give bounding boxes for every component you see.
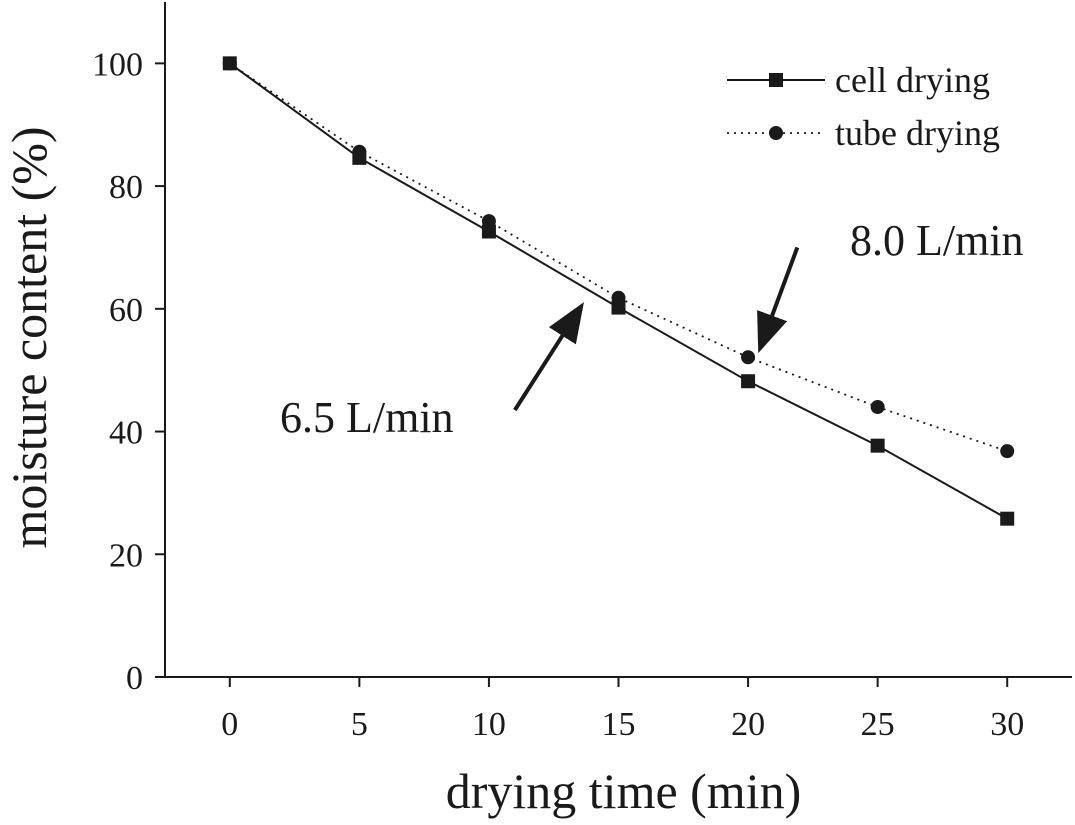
data-point-cell-drying <box>1000 511 1015 526</box>
y-axis-title: moisture content (%) <box>1 126 57 548</box>
y-tick-label: 100 <box>92 46 143 83</box>
legend-marker <box>769 126 783 140</box>
data-point-tube-drying <box>741 350 756 365</box>
x-tick-label: 15 <box>602 706 636 743</box>
data-point-cell-drying <box>870 438 885 453</box>
legend: cell drying tube drying <box>727 60 1000 153</box>
y-tick-label: 20 <box>109 537 143 574</box>
data-point-tube-drying <box>870 400 885 414</box>
plot-area <box>222 56 1015 526</box>
x-tick-label: 20 <box>731 706 765 743</box>
x-tick-label: 0 <box>221 706 238 743</box>
y-tick-label: 80 <box>109 169 143 206</box>
x-axis-title: drying time (min) <box>446 763 802 819</box>
data-point-cell-drying <box>741 374 756 389</box>
legend-entry-tube-drying: tube drying <box>727 113 1000 153</box>
annotation-label-6-5: 6.5 L/min <box>280 393 454 442</box>
data-point-tube-drying <box>1000 444 1015 459</box>
y-tick-label: 60 <box>109 292 143 329</box>
legend-entry-cell-drying: cell drying <box>727 60 990 100</box>
annotation-label-8-0: 8.0 L/min <box>850 216 1024 265</box>
data-point-cell-drying <box>222 56 237 71</box>
data-point-cell-drying <box>481 224 496 239</box>
annotations: 8.0 L/min 6.5 L/min <box>280 216 1024 442</box>
x-tick-label: 25 <box>861 706 895 743</box>
annotation-arrow <box>513 302 584 412</box>
annotation-arrow <box>757 246 800 354</box>
y-tick-label: 40 <box>109 415 143 452</box>
x-tick-label: 5 <box>351 706 368 743</box>
y-tick-label: 0 <box>126 660 143 697</box>
legend-label: tube drying <box>835 113 1000 153</box>
x-tick-label: 30 <box>990 706 1024 743</box>
data-point-cell-drying <box>611 300 626 315</box>
series-cell-drying <box>222 56 1015 526</box>
x-tick-label: 10 <box>472 706 506 743</box>
legend-label: cell drying <box>835 60 990 100</box>
legend-marker <box>769 73 783 87</box>
data-point-cell-drying <box>352 150 367 165</box>
